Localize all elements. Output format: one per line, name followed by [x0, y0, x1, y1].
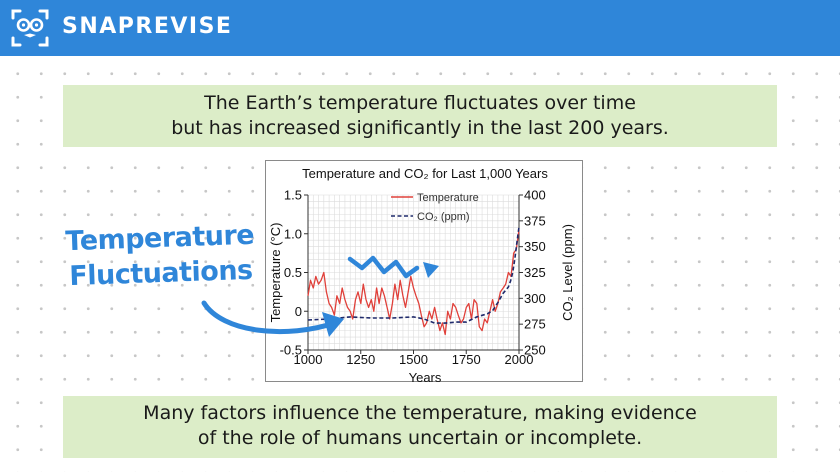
key-point-bottom: Many factors influence the temperature, …	[63, 396, 777, 458]
x-tick-label: 1750	[452, 352, 481, 367]
brand-name: SNAPREVISE	[62, 14, 233, 39]
key-point-top-line-1: The Earth’s temperature fluctuates over …	[204, 92, 636, 114]
y-left-tick-label: 1.5	[284, 188, 302, 203]
key-point-top: The Earth’s temperature fluctuates over …	[63, 85, 777, 147]
chart-title: Temperature and CO₂ for Last 1,000 Years	[302, 166, 548, 181]
temperature-co2-chart: Temperature and CO₂ for Last 1,000 Years…	[268, 166, 575, 383]
series-line-co2	[307, 226, 520, 324]
key-point-bottom-line-2: of the role of humans uncertain or incom…	[197, 427, 643, 449]
y-axis-right-label: CO₂ Level (ppm)	[560, 224, 575, 321]
key-point-top-line-2: but has increased significantly in the l…	[171, 117, 669, 139]
key-point-bottom-line-1: Many factors influence the temperature, …	[143, 402, 697, 424]
header-bar: SNAPREVISE	[0, 0, 840, 56]
y-right-tick-label: 250	[524, 343, 546, 358]
y-right-tick-label: 400	[524, 188, 546, 203]
annotation-label: Temperature Fluctuations	[65, 218, 256, 295]
legend-label: CO₂ (ppm)	[417, 211, 470, 223]
mascot-face-icon	[11, 9, 49, 47]
x-tick-label: 1500	[399, 352, 428, 367]
y-axis-left-label: Temperature (°C)	[268, 223, 283, 323]
y-right-tick-label: 350	[524, 239, 546, 254]
x-tick-label: 1000	[294, 352, 323, 367]
y-right-tick-label: 375	[524, 213, 546, 228]
y-left-tick-label: 0	[295, 304, 302, 319]
chart-panel: Temperature and CO₂ for Last 1,000 Years…	[265, 160, 583, 383]
x-tick-label: 1250	[346, 352, 375, 367]
annotation-line-2: Fluctuations	[68, 254, 254, 293]
y-right-tick-label: 300	[524, 291, 546, 306]
x-tick-label: 2000	[505, 352, 534, 367]
y-right-tick-label: 325	[524, 265, 546, 280]
y-right-tick-label: 275	[524, 317, 546, 332]
y-left-tick-label: 0.5	[284, 265, 302, 280]
x-axis-label: Years	[409, 370, 442, 383]
y-left-tick-label: -0.5	[280, 343, 302, 358]
legend-label: Temperature	[417, 192, 479, 204]
y-left-tick-label: 1.0	[284, 226, 302, 241]
series-line-temperature	[307, 229, 520, 336]
